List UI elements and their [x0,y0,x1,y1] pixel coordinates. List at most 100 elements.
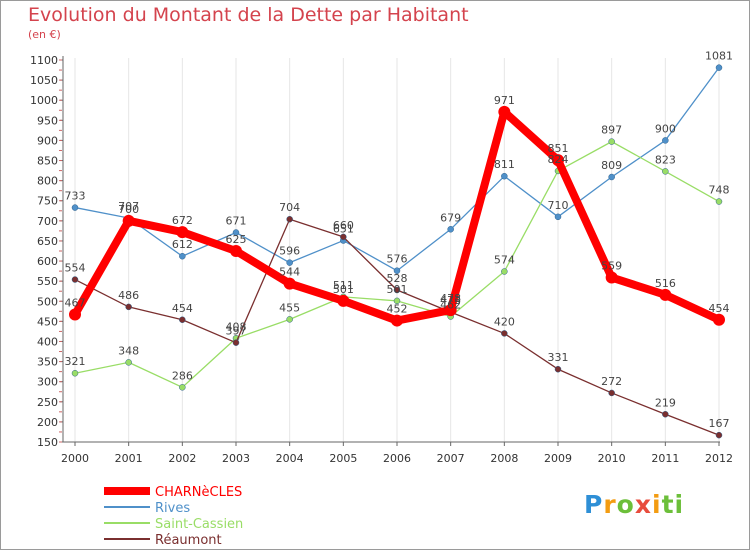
data-label: 272 [601,375,622,388]
logo-letter: i [652,490,662,519]
data-label: 651 [333,223,354,236]
legend-label: Rives [155,501,190,516]
axes: 150 200 250 300 350 400 450 500 550 600 650 700 750 8… [30,54,733,465]
data-point [662,168,669,175]
y-tick-label: 450 [37,315,58,328]
data-label: 851 [548,142,569,155]
data-label: 455 [279,301,300,314]
data-label: 219 [655,396,676,409]
data-label: 478 [440,292,461,305]
logo-letter: P [584,490,604,519]
data-label: 900 [655,122,676,135]
data-label: 397 [226,325,247,338]
data-point [447,226,454,233]
data-label: 612 [172,238,193,251]
y-tick-label: 650 [37,235,58,248]
logo-letter: r [603,490,617,519]
data-point [552,154,564,167]
y-tick-label: 400 [37,335,58,348]
y-tick-label: 600 [37,255,58,268]
data-point [662,137,669,144]
data-labels: 467 700 672 625 544 501 452 478 971 851 559 516 454 7… [65,50,734,431]
y-tick-label: 350 [37,356,58,369]
data-label: 452 [387,303,408,316]
data-label: 1081 [705,50,733,63]
data-point [286,259,293,266]
data-point [554,213,562,221]
x-tick-label: 2005 [329,452,357,465]
data-point [286,316,293,323]
data-label: 516 [655,277,676,290]
x-tick-label: 2001 [115,452,143,465]
data-label: 897 [601,124,622,137]
legend-label: Réaumont [155,533,222,548]
data-point [608,389,615,397]
data-label: 321 [65,355,86,368]
data-label: 710 [548,199,569,212]
data-label: 824 [548,153,569,166]
y-tick-label: 1050 [30,74,58,87]
data-label: 454 [709,302,730,315]
data-label: 671 [226,215,247,228]
data-point [715,198,723,205]
data-label: 554 [65,262,86,275]
data-point [69,308,81,321]
y-tick-label: 700 [37,215,58,228]
logo-letter: t [661,490,675,519]
data-point [662,411,669,418]
data-label: 707 [118,200,139,213]
data-point [232,339,240,346]
x-tick-label: 2000 [61,452,89,465]
data-label: 501 [387,283,408,296]
data-label: 486 [118,289,139,302]
x-tick-label: 2007 [437,452,465,465]
data-label: 748 [709,184,730,197]
data-point [715,64,723,71]
data-point [444,304,457,317]
data-point [391,314,403,327]
data-point [605,271,618,284]
data-point [230,245,242,257]
y-tick-label: 800 [37,175,58,188]
data-label: 559 [601,260,622,273]
data-label: 467 [65,297,86,310]
data-label: 809 [601,159,622,172]
x-tick-label: 2012 [705,452,733,465]
data-point [122,214,135,227]
data-point [71,204,79,211]
data-point [393,286,401,294]
data-label: 454 [172,302,193,315]
x-tick-label: 2010 [598,452,626,465]
y-tick-label: 950 [37,114,58,127]
data-point [393,267,401,274]
data-point [232,229,240,236]
data-label: 167 [709,417,730,430]
data-label: 408 [226,320,247,333]
x-tick-label: 2006 [383,452,411,465]
y-tick-label: 1100 [30,54,58,67]
data-label: 528 [387,272,408,285]
y-tick-label: 150 [37,436,58,449]
data-point [286,215,293,223]
data-label: 544 [279,266,300,279]
data-label: 704 [279,201,300,214]
logo-letter: o [616,490,635,519]
data-point [608,173,615,181]
y-tick-label: 200 [37,416,58,429]
data-label: 811 [494,158,515,171]
series-group [69,64,725,439]
y-tick-label: 750 [37,195,58,208]
data-label: 576 [387,253,408,266]
data-label: 700 [118,203,139,216]
data-label: 473 [440,294,461,307]
data-label: 596 [279,245,300,258]
y-tick-label: 300 [37,376,58,389]
data-point [554,365,562,373]
x-tick-label: 2002 [168,452,196,465]
data-label: 679 [440,211,461,224]
proxiti-logo: Proxiti [584,490,684,519]
data-point [337,294,350,307]
